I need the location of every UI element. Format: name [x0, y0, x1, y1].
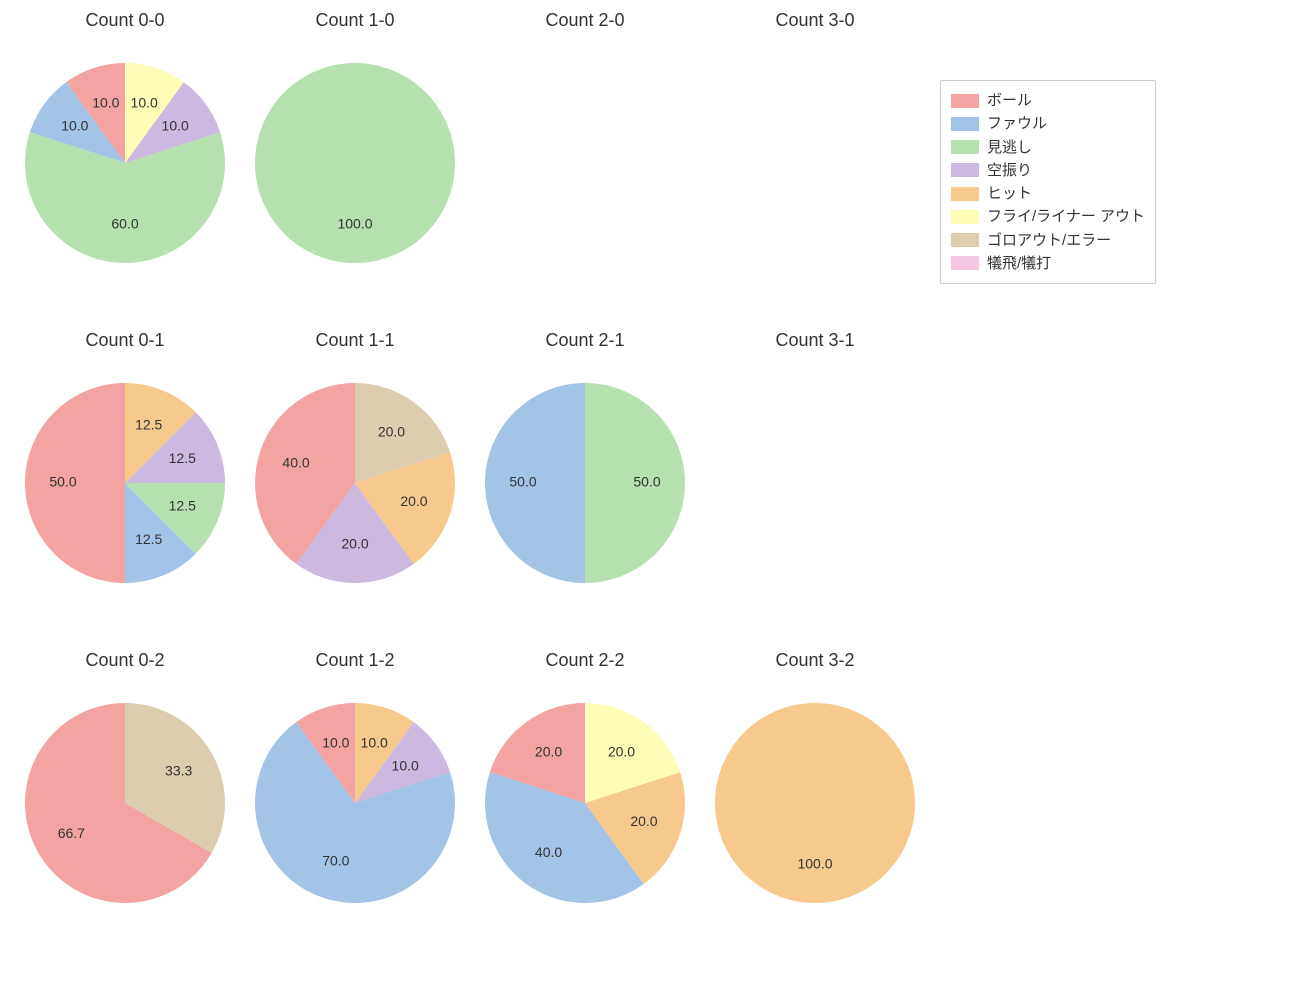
- pie-panel-c31: Count 3-1: [700, 330, 930, 640]
- slice-label: 10.0: [92, 95, 119, 111]
- legend: ボールファウル見逃し空振りヒットフライ/ライナー アウトゴロアウト/エラー犠飛/…: [940, 80, 1156, 284]
- legend-swatch: [951, 187, 979, 201]
- legend-swatch: [951, 94, 979, 108]
- slice-label: 40.0: [535, 844, 562, 860]
- legend-item-groundout: ゴロアウト/エラー: [951, 229, 1145, 252]
- pie-chart: 10.070.010.010.0: [250, 698, 460, 908]
- legend-label: ファウル: [987, 112, 1047, 135]
- slice-label: 10.0: [322, 735, 349, 751]
- slice-label: 50.0: [49, 474, 76, 490]
- slice-label: 100.0: [337, 216, 372, 232]
- legend-label: 空振り: [987, 159, 1032, 182]
- slice-label: 33.3: [165, 763, 192, 779]
- slice-label: 50.0: [509, 474, 536, 490]
- slice-label: 12.5: [135, 416, 162, 432]
- pie-panel-c10: Count 1-0 100.0: [240, 10, 470, 320]
- pie-panel-c22: Count 2-2 20.0 40.0 20.0 20.0: [470, 650, 700, 960]
- pie-panel-c32: Count 3-2 100.0: [700, 650, 930, 960]
- slice-label: 12.5: [169, 497, 196, 513]
- pie-panel-c20: Count 2-0: [470, 10, 700, 320]
- slice-label: 66.7: [58, 825, 85, 841]
- legend-label: 犠飛/犠打: [987, 252, 1051, 275]
- legend-item-hit: ヒット: [951, 182, 1145, 205]
- slice-label: 100.0: [797, 856, 832, 872]
- pie-panel-c30: Count 3-0: [700, 10, 930, 320]
- slice-label: 12.5: [135, 531, 162, 547]
- panel-title: Count 1-1: [240, 330, 470, 351]
- pie-panel-c01: Count 0-1 50.0 12.5 12.5 12.5 12.5: [10, 330, 240, 640]
- legend-item-ball: ボール: [951, 89, 1145, 112]
- pie-slice-looking: [255, 63, 455, 263]
- pie-chart: 10.010.060.010.010.0: [20, 58, 230, 268]
- pie-slice-hit: [715, 703, 915, 903]
- pie-panel-c02: Count 0-2 66.7 33.3: [10, 650, 240, 960]
- pie-chart: 100.0: [710, 698, 920, 908]
- pie-chart: 20.0 40.0 20.0 20.0: [480, 698, 690, 908]
- slice-label: 20.0: [608, 744, 635, 760]
- slice-label: 10.0: [361, 735, 388, 751]
- panel-title: Count 2-1: [470, 330, 700, 351]
- pie-panel-c00: Count 0-010.010.060.010.010.0: [10, 10, 240, 320]
- slice-label: 60.0: [111, 216, 138, 232]
- slice-label: 20.0: [341, 536, 368, 552]
- legend-label: ボール: [987, 89, 1032, 112]
- legend-swatch: [951, 117, 979, 131]
- pie-panel-c12: Count 1-210.070.010.010.0: [240, 650, 470, 960]
- pie-panel-c21: Count 2-1 50.0 50.0: [470, 330, 700, 640]
- slice-label: 10.0: [131, 95, 158, 111]
- panel-title: Count 3-2: [700, 650, 930, 671]
- slice-label: 12.5: [169, 450, 196, 466]
- legend-item-foul: ファウル: [951, 112, 1145, 135]
- legend-swatch: [951, 163, 979, 177]
- pie-chart: 66.7 33.3: [20, 698, 230, 908]
- pie-grid-figure: Count 0-010.010.060.010.010.0Count 1-010…: [0, 0, 1300, 1000]
- pie-chart: 50.0 50.0: [480, 378, 690, 588]
- panel-title: Count 2-0: [470, 10, 700, 31]
- slice-label: 10.0: [392, 757, 419, 773]
- panel-title: Count 1-0: [240, 10, 470, 31]
- legend-label: 見逃し: [987, 136, 1032, 159]
- legend-swatch: [951, 140, 979, 154]
- pie-chart: 40.0 20.0 20.0 20.0: [250, 378, 460, 588]
- panel-title: Count 1-2: [240, 650, 470, 671]
- legend-swatch: [951, 233, 979, 247]
- panel-title: Count 0-2: [10, 650, 240, 671]
- panel-title: Count 3-1: [700, 330, 930, 351]
- legend-item-swing: 空振り: [951, 159, 1145, 182]
- slice-label: 70.0: [322, 853, 349, 869]
- slice-label: 40.0: [282, 455, 309, 471]
- legend-label: ゴロアウト/エラー: [987, 229, 1111, 252]
- panel-title: Count 0-0: [10, 10, 240, 31]
- panel-title: Count 2-2: [470, 650, 700, 671]
- slice-label: 20.0: [400, 493, 427, 509]
- slice-label: 10.0: [162, 117, 189, 133]
- panel-title: Count 0-1: [10, 330, 240, 351]
- pie-chart: 50.0 12.5 12.5 12.5 12.5: [20, 378, 230, 588]
- legend-label: フライ/ライナー アウト: [987, 205, 1145, 228]
- legend-item-sac: 犠飛/犠打: [951, 252, 1145, 275]
- slice-label: 50.0: [633, 474, 660, 490]
- pie-panel-c11: Count 1-1 40.0 20.0 20.0 20.0: [240, 330, 470, 640]
- slice-label: 20.0: [378, 424, 405, 440]
- legend-item-flyout: フライ/ライナー アウト: [951, 205, 1145, 228]
- legend-swatch: [951, 210, 979, 224]
- legend-swatch: [951, 256, 979, 270]
- legend-item-looking: 見逃し: [951, 136, 1145, 159]
- panel-title: Count 3-0: [700, 10, 930, 31]
- slice-label: 20.0: [630, 813, 657, 829]
- slice-label: 10.0: [61, 117, 88, 133]
- slice-label: 20.0: [535, 744, 562, 760]
- pie-chart: 100.0: [250, 58, 460, 268]
- legend-label: ヒット: [987, 182, 1032, 205]
